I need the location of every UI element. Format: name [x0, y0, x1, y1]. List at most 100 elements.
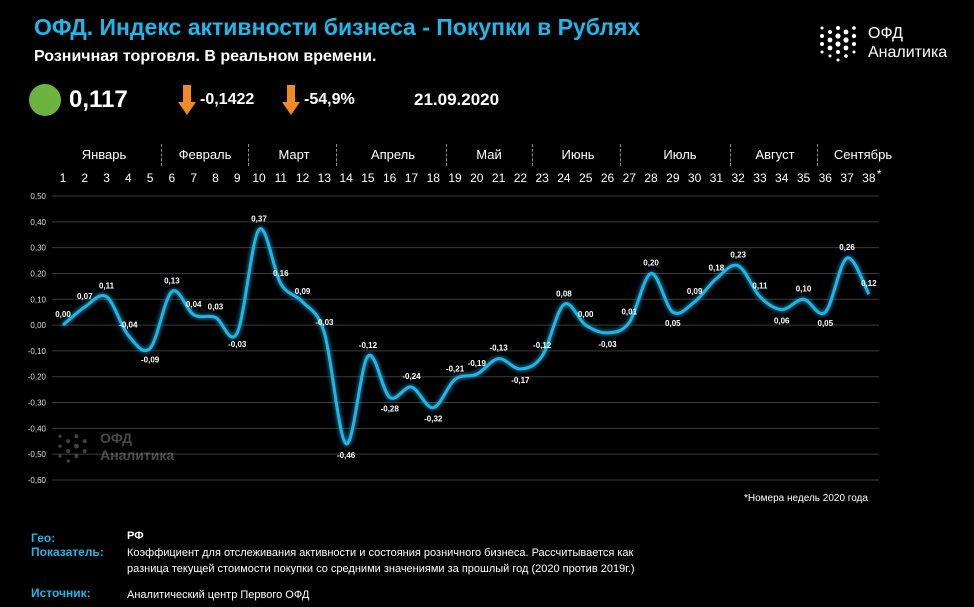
data-label: -0,03	[315, 318, 334, 327]
data-label: -0,03	[228, 340, 247, 349]
data-label: -0,12	[533, 341, 552, 350]
data-label: 0,11	[99, 282, 115, 291]
data-label: 0,09	[295, 287, 311, 296]
week-tick-label: 10	[252, 171, 266, 185]
week-tick-label: 29	[666, 171, 680, 185]
data-label: 0,05	[665, 319, 681, 328]
data-label: 0,11	[752, 282, 768, 291]
week-tick-label: 31	[709, 171, 724, 185]
logo-line1: ОФД	[868, 25, 903, 42]
indicator-label: Показатель:	[31, 545, 104, 559]
geo-value: РФ	[127, 530, 144, 542]
week-tick-label: 38	[862, 171, 876, 185]
source-value: Аналитический центр Первого ОФД	[127, 589, 310, 601]
logo-line2: Аналитика	[868, 44, 948, 61]
week-tick-label: 1	[59, 171, 67, 185]
week-tick-label: 32	[731, 171, 745, 185]
week-tick-label: 24	[557, 171, 571, 185]
kpi-change-abs: -0,1422	[178, 84, 254, 116]
series-line	[62, 227, 871, 446]
data-label: 0,04	[186, 300, 202, 309]
y-tick-label: 0,00	[30, 321, 46, 330]
week-tick-label: 16	[383, 171, 397, 185]
grid-lines	[52, 195, 879, 481]
y-tick-label: 0,30	[30, 244, 46, 253]
week-tick-label: 36	[818, 171, 832, 185]
watermark-dots-icon	[58, 434, 87, 463]
y-tick-label: -0,60	[28, 476, 47, 485]
month-separator	[817, 144, 818, 166]
week-tick-label: 8	[212, 171, 219, 185]
week-tick-label: 12	[295, 171, 310, 185]
data-label: 0,12	[861, 279, 877, 288]
data-label: -0,04	[119, 320, 138, 329]
data-label: 0,00	[578, 310, 594, 319]
data-label: -0,03	[598, 340, 617, 349]
indicator-value-line2: разница текущей стоимости покупки со сре…	[127, 563, 635, 575]
month-separator	[532, 144, 533, 166]
geo-label: Гео:	[31, 531, 56, 545]
data-label: -0,32	[424, 415, 443, 424]
week-tick-label: 18	[426, 171, 440, 185]
kpi-change-pct-value: -54,9%	[304, 91, 355, 108]
watermark-line2: Аналитика	[100, 447, 175, 463]
week-tick-label: 23	[535, 171, 549, 185]
week-tick-label: 27	[622, 171, 636, 185]
data-label: -0,46	[337, 451, 356, 460]
week-tick-label: 20	[470, 171, 484, 185]
month-label: Март	[278, 147, 310, 162]
logo-dots-icon	[820, 26, 857, 62]
week-tick-label: 35	[796, 171, 811, 185]
y-tick-label: -0,40	[28, 424, 47, 433]
y-tick-label: 0,20	[30, 269, 46, 278]
week-tick-label: 4	[124, 171, 132, 185]
week-tick-label: 21	[491, 171, 506, 185]
data-label: 0,01	[621, 308, 637, 317]
week-tick-label: 2	[81, 171, 89, 185]
indicator-value-line1: Коэффициент для отслеживания активности …	[127, 547, 634, 559]
month-label: Август	[755, 147, 795, 162]
month-separator	[248, 144, 249, 166]
week-tick-label: 25	[579, 171, 593, 185]
week-tick-label: 9	[233, 171, 241, 185]
source-label: Источник:	[31, 586, 91, 600]
week-tick-label: 34	[775, 171, 789, 185]
week-tick-label: 37	[840, 171, 854, 185]
kpi-main: 0,117	[29, 84, 128, 116]
ofd-logo: ОФД Аналитика	[816, 20, 966, 70]
arrow-down-icon	[178, 85, 196, 115]
week-tick-label: 17	[404, 171, 419, 185]
data-labels: 0,00 0,07 0,11 -0,04 -0,09 0,13 0,04 0,03 -0,03 0…	[55, 215, 877, 460]
data-label: 0,18	[709, 264, 725, 273]
data-label: 0,03	[208, 302, 224, 311]
y-tick-label: 0,10	[30, 295, 46, 304]
data-label: 0,16	[273, 269, 289, 278]
y-tick-label: 0,50	[30, 192, 46, 201]
data-label: 0,13	[164, 277, 180, 286]
data-label: -0,17	[511, 376, 530, 385]
week-tick-label: 5	[146, 171, 154, 185]
month-label: Январь	[81, 147, 127, 162]
data-label: 0,06	[774, 317, 790, 326]
week-tick-label: 14	[339, 171, 353, 185]
month-label: Июль	[663, 147, 697, 162]
month-separator	[336, 144, 337, 166]
month-separator	[161, 144, 162, 166]
data-label: -0,28	[381, 404, 400, 413]
data-label: 0,23	[730, 251, 746, 260]
month-label: Февраль	[178, 147, 232, 162]
kpi-change-abs-value: -0,1422	[200, 91, 255, 108]
y-tick-label: -0,10	[28, 347, 47, 356]
data-label: 0,00	[55, 310, 71, 319]
kpi-date: 21.09.2020	[414, 90, 500, 109]
week-tick-label: 28	[644, 171, 658, 185]
y-tick-labels: 0,50 0,40 0,30 0,20 0,10 0,00 -0,10 -0,20 -0,30 -…	[28, 192, 47, 485]
page-title: ОФД. Индекс активности бизнеса - Покупки…	[34, 14, 641, 40]
week-tick-label: 11	[274, 171, 288, 185]
week-tick-label: 26	[600, 171, 615, 185]
month-separator	[620, 144, 621, 166]
month-separator	[730, 144, 731, 166]
data-label: 0,07	[77, 292, 93, 301]
week-tick-label: 7	[190, 171, 198, 185]
week-asterisk: *	[876, 167, 882, 181]
